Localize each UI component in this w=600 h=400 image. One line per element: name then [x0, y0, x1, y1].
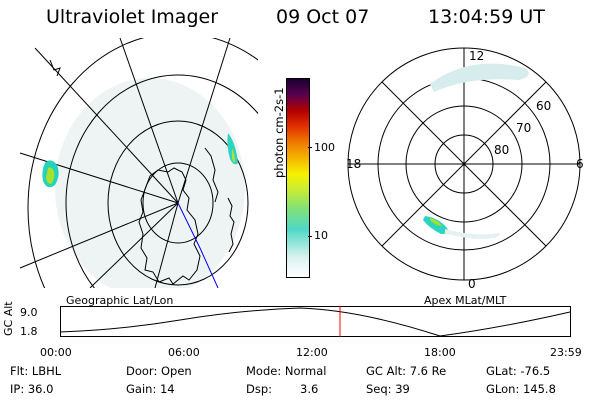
track-line [177, 202, 219, 288]
aurora-core [430, 218, 442, 226]
lat-circle [65, 74, 258, 288]
altitude-ylabel: GC Alt [2, 301, 15, 336]
apex-caption: Apex MLat/MLT [424, 294, 507, 307]
mlt-label-6: 6 [576, 157, 584, 171]
polar-plot: 12 18 6 0 60 70 80 [346, 47, 584, 291]
aurora-patch [227, 133, 238, 165]
time-tick-2: 12:00 [296, 346, 328, 359]
mlt-diagonal [381, 81, 547, 247]
lon-line [19, 202, 179, 269]
dsp-label: Dsp: [246, 382, 273, 396]
altitude-curve [60, 307, 571, 337]
ip-value: IP: 36.0 [10, 382, 54, 396]
filter-value: Flt: LBHL [10, 364, 62, 378]
altitude-ytick-low: 1.8 [20, 325, 38, 338]
aurora-haze [445, 229, 500, 239]
altitude-frame [60, 306, 571, 337]
coastline [204, 147, 219, 203]
aurora-core [46, 167, 55, 184]
mlt-label-0: 0 [468, 277, 476, 291]
glon-value: GLon: 145.8 [486, 382, 556, 396]
lon-line [19, 152, 179, 204]
map-caption: Geographic Lat/Lon [66, 294, 174, 307]
lon-line [154, 202, 179, 288]
time-tick-4: 23:59 [550, 346, 582, 359]
lat-label-70: 70 [516, 121, 531, 135]
glat-value: GLat: -76.5 [486, 364, 551, 378]
instrument-title: Ultraviolet Imager [46, 6, 219, 28]
lat-circle [107, 120, 249, 286]
coastline [138, 167, 201, 285]
lat-label-60: 60 [536, 99, 551, 113]
door-value: Door: Open [126, 364, 192, 378]
time-tick-0: 00:00 [40, 346, 72, 359]
aurora-haze [55, 78, 245, 288]
gain-value: Gain: 14 [126, 382, 175, 396]
aurora-arc [430, 63, 529, 92]
aurora-arc [423, 216, 449, 234]
mlt-label-18: 18 [346, 157, 361, 171]
lon-line [177, 38, 231, 204]
altitude-plot [60, 306, 571, 337]
aurora-core [232, 148, 235, 163]
lat-label-80: 80 [494, 143, 509, 157]
coastline [49, 59, 61, 77]
lon-line [89, 202, 179, 288]
date-label: 09 Oct 07 [276, 6, 370, 28]
coastline [227, 197, 235, 253]
colorbar-tick-10: 10 [314, 229, 328, 242]
time-tick-3: 18:00 [424, 346, 456, 359]
lat-circle [27, 38, 258, 288]
colorbar-tick-100: 100 [314, 141, 335, 154]
lon-line [119, 38, 179, 204]
mlt-label-12: 12 [469, 49, 484, 63]
gc-alt-value: GC Alt: 7.6 Re [366, 364, 447, 378]
colorbar-unit-label: photon cm-2s-1 [272, 87, 286, 178]
time-label: 13:04:59 UT [428, 6, 545, 28]
colorbar [286, 78, 310, 278]
time-tick-1: 06:00 [168, 346, 200, 359]
seq-value: Seq: 39 [366, 382, 410, 396]
altitude-ytick-high: 9.0 [20, 306, 38, 319]
lon-line [34, 47, 179, 204]
dsp-value: 3.6 [300, 382, 319, 396]
mode-value: Mode: Normal [246, 364, 327, 378]
lat-circle [142, 162, 214, 244]
geographic-map [19, 38, 258, 288]
